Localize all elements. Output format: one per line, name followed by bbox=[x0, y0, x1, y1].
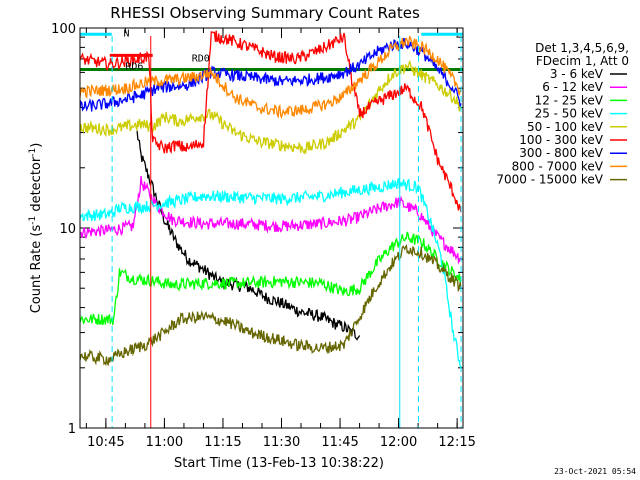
attenuator-vlines bbox=[111, 36, 462, 428]
plot-frame bbox=[79, 27, 464, 429]
legend-header-2: FDecim 1, Att 0 bbox=[536, 54, 629, 68]
y-axis-label: Count Rate (s-1 detector-1) bbox=[28, 143, 44, 314]
series-line bbox=[79, 177, 462, 369]
x-tick-labels: 10:45 11:00 11:15 11:30 11:45 12:00 12:15 bbox=[87, 435, 476, 450]
chart-title: RHESSI Observing Summary Count Rates bbox=[110, 4, 420, 22]
plot-area: N RD6 RD0 bbox=[79, 27, 464, 429]
series-line bbox=[79, 37, 462, 112]
y-axis-label-tail: detector bbox=[29, 156, 44, 216]
footer-timestamp: 23-Oct-2021 05:54 bbox=[554, 467, 636, 476]
series-line bbox=[79, 175, 462, 265]
y-axis-label-close: ) bbox=[29, 143, 44, 148]
legend-label: 300 - 800 keV bbox=[519, 146, 603, 160]
series-line bbox=[79, 244, 462, 367]
y-tick-labels: 1 10 100 bbox=[51, 22, 76, 437]
legend-label: 12 - 25 keV bbox=[535, 93, 604, 107]
legend-label: 7000 - 15000 keV bbox=[496, 173, 603, 187]
legend: Det 1,3,4,5,6,9, FDecim 1, Att 0 3 - 6 k… bbox=[496, 41, 629, 187]
legend-label: 50 - 100 keV bbox=[527, 120, 604, 134]
annotation-label: RD0 bbox=[192, 54, 210, 65]
y-axis-label-sup: -1 bbox=[28, 216, 38, 225]
x-axis-label: Start Time (13-Feb-13 10:38:22) bbox=[174, 456, 384, 471]
legend-label: 100 - 300 keV bbox=[519, 133, 603, 147]
x-tick-label: 10:45 bbox=[87, 435, 124, 450]
x-tick-label: 11:15 bbox=[204, 435, 241, 450]
x-axis-ticks bbox=[85, 28, 458, 428]
y-tick-label: 1 bbox=[68, 422, 76, 437]
series-line bbox=[79, 30, 462, 213]
x-tick-label: 12:00 bbox=[380, 435, 417, 450]
annotations: N RD6 RD0 bbox=[123, 28, 209, 72]
series-line bbox=[79, 35, 462, 120]
x-tick-label: 11:45 bbox=[321, 435, 358, 450]
legend-label: 6 - 12 keV bbox=[542, 80, 604, 94]
annotation-label: RD6 bbox=[125, 61, 143, 72]
y-tick-label: 100 bbox=[51, 22, 76, 37]
legend-label: 800 - 7000 keV bbox=[512, 159, 604, 173]
legend-label: 3 - 6 keV bbox=[550, 67, 604, 81]
series-line bbox=[136, 130, 361, 341]
legend-header-1: Det 1,3,4,5,6,9, bbox=[535, 41, 629, 55]
annotation-label: N bbox=[123, 28, 129, 39]
x-tick-label: 11:00 bbox=[146, 435, 183, 450]
series-line bbox=[79, 231, 462, 326]
legend-label: 25 - 50 keV bbox=[535, 107, 604, 121]
series-layer bbox=[79, 30, 462, 369]
x-tick-label: 11:30 bbox=[263, 435, 300, 450]
series-line bbox=[79, 59, 462, 155]
x-tick-label: 12:15 bbox=[438, 435, 475, 450]
y-tick-label: 10 bbox=[59, 222, 76, 237]
y-axis-label-main: Count Rate (s bbox=[29, 225, 44, 314]
y-axis-label-sup2: -1 bbox=[28, 148, 38, 157]
